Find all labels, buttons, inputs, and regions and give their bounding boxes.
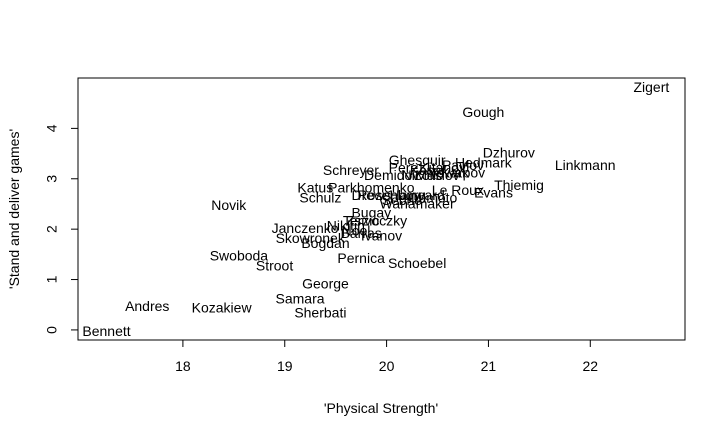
point-label: Nikitin (327, 217, 365, 233)
point-label: Demidov (364, 167, 419, 183)
point-label: Hedmark (455, 154, 513, 170)
point-label: Samara (276, 290, 325, 306)
y-tick-label: 3 (44, 175, 60, 183)
x-axis: 18 19 20 21 22 (175, 339, 598, 374)
point-label: Bugay (351, 205, 391, 221)
y-axis: 0 1 2 3 4 (44, 124, 79, 334)
x-tick-label: 19 (277, 358, 293, 374)
point-label: Andres (125, 298, 169, 314)
point-label: Gough (462, 104, 504, 120)
y-tick-label: 2 (44, 225, 60, 233)
point-label: Ivanov (361, 227, 402, 243)
point-label: Bogdan (301, 235, 349, 251)
x-tick-label: 22 (582, 358, 598, 374)
x-axis-label: 'Physical Strength' (324, 400, 438, 416)
point-label: Kasal (410, 162, 445, 178)
point-label: Janczenko (272, 220, 339, 236)
point-label: Maslov (415, 167, 459, 183)
y-tick-label: 4 (44, 124, 60, 132)
point-label: Barras (341, 225, 382, 241)
point-labels: Zigert Gough Dzhurov Linkmann Ghesquir Hedmar… (82, 79, 669, 339)
point-label: Schoebel (388, 255, 446, 271)
point-label: Bennett (82, 323, 130, 339)
point-label: Novik (211, 197, 247, 213)
point-label: Hayward (390, 187, 445, 203)
point-label: Zigert (633, 79, 669, 95)
point-label: Sherbati (294, 305, 346, 321)
x-tick-label: 21 (481, 358, 497, 374)
point-label: Kitanov (419, 159, 466, 175)
point-label: Nowak (426, 164, 470, 180)
point-label: Perez (389, 159, 426, 175)
point-label: Schulz (299, 190, 341, 206)
point-label: Linkmann (555, 157, 616, 173)
point-label: Wanamaker (380, 196, 455, 212)
point-label: Skowronek (276, 230, 346, 246)
point-label: Pavlov (442, 157, 484, 173)
point-label: Dzhurov (483, 144, 535, 160)
point-label: Thiemig (494, 177, 544, 193)
point-label: Ghesquir (389, 152, 446, 168)
x-tick-label: 20 (379, 358, 395, 374)
point-label: Zsivoczky (346, 212, 407, 228)
point-label: Kozakiew (192, 299, 253, 315)
point-label: Drews (351, 187, 391, 203)
x-tick-label: 18 (175, 358, 191, 374)
point-label: Nicolic (402, 167, 443, 183)
point-label: Terzic (343, 212, 380, 228)
y-tick-label: 1 (44, 275, 60, 283)
point-label: Le Roux (432, 182, 484, 198)
y-axis-label: 'Stand and deliver games' (6, 129, 22, 289)
point-label: Schreyer (323, 162, 379, 178)
point-label: Evans (474, 185, 513, 201)
point-label: Nool (342, 222, 371, 238)
point-label: George (302, 275, 349, 291)
point-label: Katus (297, 180, 333, 196)
point-label: Rosenberg (357, 187, 426, 203)
point-label: Sebrle (382, 192, 423, 208)
point-label: Karpov (441, 164, 485, 180)
point-label: Parkhomenko (328, 180, 415, 196)
point-label: Stroot (256, 258, 293, 274)
point-label: Ohmoto (408, 190, 458, 206)
point-label: Swoboda (210, 248, 269, 264)
point-label: Pernica (337, 250, 385, 266)
y-tick-label: 0 (44, 326, 60, 334)
